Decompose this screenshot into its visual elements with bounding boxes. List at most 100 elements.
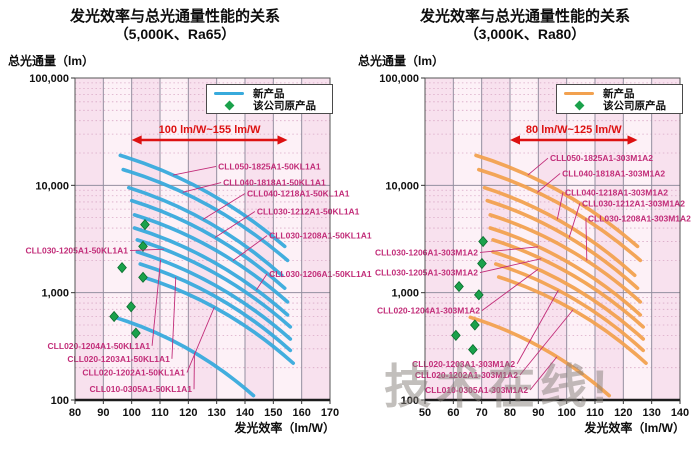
product-label: CLL020-1204A1-303M1A2	[377, 306, 480, 316]
plot-area: 100 lm/W~155 lm/W CLL050-1825A1-50KL1A1 CL…	[25, 73, 371, 419]
label-leader-line	[186, 307, 215, 373]
competitor-point-icon	[474, 289, 484, 301]
legend-swatch-cell	[561, 100, 597, 110]
competitor-point-icon	[468, 343, 478, 356]
y-tick-label: 1,000	[391, 288, 419, 300]
chart-subtitle: （3,000K、Ra80）	[464, 26, 586, 42]
y-tick-label: 100,000	[379, 73, 419, 85]
x-tick-label: 90	[532, 407, 544, 419]
product-curve	[491, 250, 645, 341]
competitor-point-icon	[451, 329, 461, 341]
product-label: CLL030-1208A1-303M1A2	[588, 213, 691, 223]
x-tick-label: 110	[151, 407, 169, 419]
plot-band	[453, 78, 482, 400]
y-tick-label: 100	[51, 395, 69, 407]
x-tick-label: 50	[419, 407, 431, 419]
label-leader-line	[232, 235, 268, 262]
legend-row-new-product: 新产品	[211, 87, 328, 100]
product-label: CLL030-1212A1-303M1A2	[582, 198, 685, 208]
competitor-point-icon	[131, 327, 141, 339]
x-tick-label: 120	[614, 407, 632, 419]
product-label: CLL020-1204A1-50KL1A1	[48, 341, 151, 351]
x-tick-label: 80	[69, 407, 81, 419]
x-tick-label: 130	[642, 407, 660, 419]
label-leader-line	[479, 246, 539, 253]
product-curve	[488, 213, 643, 304]
x-axis-label: 发光效率（lm/W）	[584, 421, 685, 435]
product-curve	[132, 226, 290, 317]
x-tick-label: 160	[292, 407, 310, 419]
diamond-marker-icon	[224, 100, 234, 110]
y-tick-label: 100,000	[29, 73, 69, 85]
legend-swatch-cell	[211, 100, 247, 110]
product-curve	[141, 275, 295, 365]
product-curve	[121, 167, 290, 263]
competitor-point-icon	[478, 235, 488, 248]
chart-title: 发光效率与总光通量性能的关系	[69, 8, 280, 25]
product-curve	[488, 226, 643, 317]
label-leader-line	[171, 277, 177, 359]
label-leader-line	[585, 218, 588, 261]
plot-band	[425, 78, 454, 400]
plot-band	[216, 78, 245, 400]
competitor-point-icon	[477, 257, 487, 270]
legend-line-label: 新产品	[603, 87, 635, 100]
product-label: CLL030-1205A1-50KL1A1	[25, 246, 128, 256]
y-tick-label: 10,000	[385, 180, 419, 192]
legend: 新产品 该公司原产品	[556, 84, 683, 114]
legend: 新产品 该公司原产品	[206, 84, 333, 114]
product-curve	[491, 238, 645, 329]
label-leader-line	[527, 157, 549, 176]
y-axis-label: 总光通量（lm）	[8, 54, 95, 68]
y-tick-label: 10,000	[35, 180, 69, 192]
range-arrow-label: 80 lm/W~125 lm/W	[526, 124, 622, 136]
legend-line-label: 新产品	[253, 87, 285, 100]
product-label: CLL040-1218A1-50KL1A1	[247, 188, 350, 198]
range-arrow-head-left	[510, 135, 520, 145]
product-curve	[135, 250, 293, 341]
competitor-point-icon	[109, 310, 119, 323]
product-label: CLL020-1202A1-50KL1A1	[82, 368, 185, 378]
x-tick-label: 130	[207, 407, 225, 419]
range-arrow-head-left	[131, 135, 142, 145]
label-leader-line	[537, 173, 561, 193]
x-tick-label: 100	[557, 407, 575, 419]
y-axis-label: 总光通量（lm）	[358, 54, 445, 68]
product-label: CLL020-1203A1-303M1A2	[412, 359, 515, 369]
competitor-point-icon	[138, 240, 148, 252]
chart-subtitle: （5,000K、Ra65）	[114, 26, 236, 42]
product-curve	[118, 153, 287, 249]
legend-row-original-product: 该公司原产品	[211, 99, 328, 112]
label-leader-line	[202, 193, 246, 220]
competitor-point-icon	[138, 271, 148, 283]
product-curve	[132, 213, 290, 304]
line-series-icon	[214, 91, 244, 95]
product-curve	[129, 198, 287, 290]
range-arrow-head-right	[627, 135, 638, 145]
product-curve	[135, 238, 293, 329]
competitor-point-icon	[454, 280, 464, 293]
plot-band	[651, 78, 680, 400]
product-label: CLL030-1205A1-303M1A2	[375, 268, 478, 278]
label-leader-line	[556, 192, 564, 220]
competitor-point-icon	[140, 219, 150, 231]
label-leader-line	[151, 259, 162, 346]
product-curve	[468, 315, 611, 398]
product-label: CLL030-1206A1-303M1A2	[375, 247, 478, 257]
x-tick-label: 120	[179, 407, 197, 419]
product-label: CLL030-1206A1-50KL1A1	[269, 269, 372, 279]
y-tick-label: 100	[401, 395, 419, 407]
line-series-icon	[564, 91, 594, 95]
label-leader-line	[568, 203, 581, 238]
x-tick-label: 170	[321, 407, 339, 419]
competitor-point-icon	[117, 262, 127, 274]
plot-band	[301, 78, 330, 400]
x-tick-label: 80	[504, 407, 516, 419]
legend-marker-label: 该公司原产品	[603, 99, 666, 112]
label-leader-line	[182, 182, 222, 193]
competitor-point-icon	[126, 301, 136, 313]
legend-row-new-product: 新产品	[561, 87, 678, 100]
product-label: CLL010-0305A1-303M1A2	[425, 385, 528, 395]
x-tick-label: 60	[447, 407, 459, 419]
